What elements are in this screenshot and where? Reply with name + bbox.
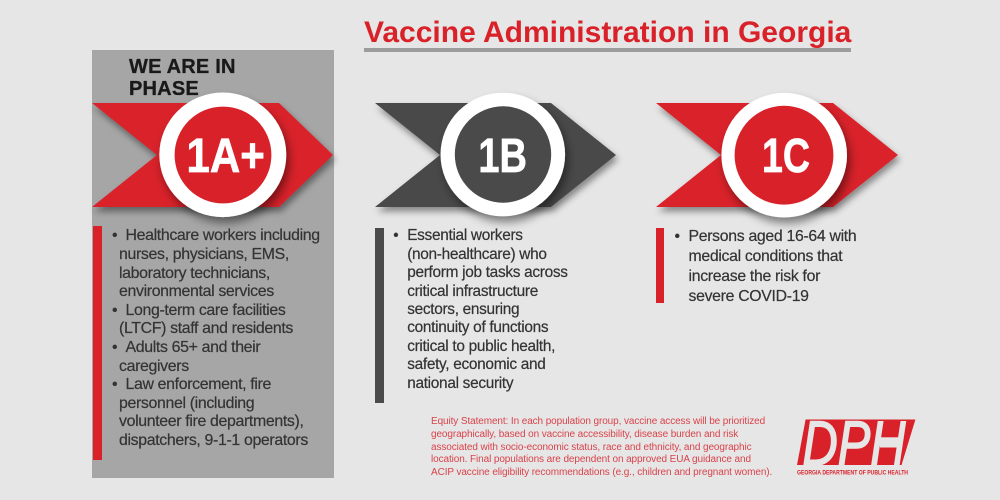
svg-text:1A+: 1A+ (187, 130, 265, 183)
svg-text:DPH: DPH (803, 409, 906, 479)
svg-text:1B: 1B (478, 130, 527, 183)
svg-text:1C: 1C (762, 130, 810, 183)
svg-text:GEORGIA DEPARTMENT OF PUBLIC H: GEORGIA DEPARTMENT OF PUBLIC HEALTH (797, 470, 908, 477)
